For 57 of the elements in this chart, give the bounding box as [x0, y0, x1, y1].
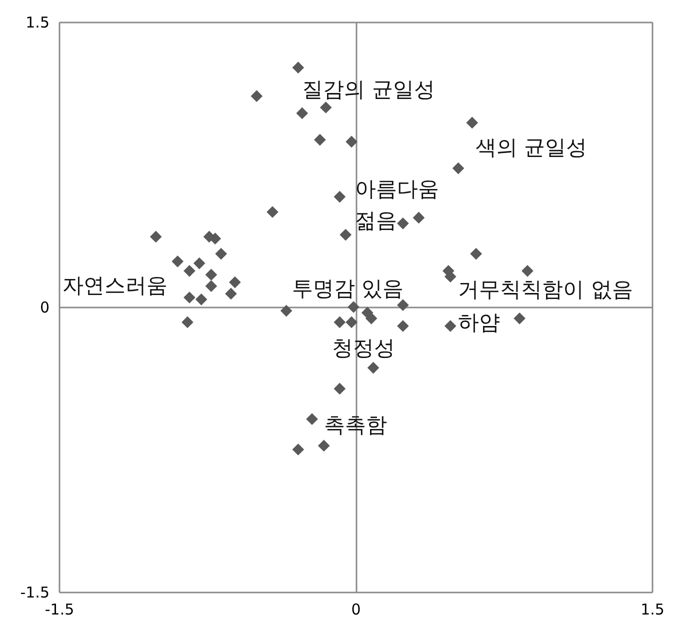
point — [348, 301, 360, 313]
point — [397, 217, 409, 230]
point — [346, 316, 358, 328]
point — [452, 162, 464, 174]
point — [195, 293, 208, 306]
point — [266, 206, 278, 218]
point — [397, 320, 409, 332]
point — [292, 444, 304, 456]
point — [466, 116, 478, 129]
point — [205, 280, 218, 292]
point — [320, 102, 332, 114]
point — [470, 248, 482, 260]
point — [522, 264, 534, 277]
point — [444, 320, 456, 332]
point — [280, 304, 292, 317]
annotation: 색의 균일성 — [475, 136, 587, 160]
annotation: 젊음 — [354, 208, 397, 232]
point — [182, 316, 194, 328]
point — [334, 316, 346, 328]
point — [365, 312, 378, 324]
y-tick-label: 0 — [40, 298, 50, 316]
y-tick-label: 1.5 — [26, 14, 50, 32]
x-tick-label: -1.5 — [44, 600, 74, 618]
point — [172, 255, 184, 268]
point — [150, 230, 162, 243]
x-tick-label: 0 — [351, 600, 361, 618]
annotation: 투명감 있음 — [292, 276, 404, 300]
annotation: 아름다움 — [354, 177, 439, 202]
annotation: 촉촉함 — [324, 413, 388, 438]
point — [318, 440, 330, 452]
point — [292, 62, 304, 74]
point — [340, 228, 352, 241]
annotation: 질감의 균일성 — [302, 77, 435, 102]
point — [193, 257, 206, 270]
point — [250, 90, 263, 102]
point — [306, 413, 318, 426]
point — [215, 248, 228, 260]
point — [296, 107, 308, 120]
point — [412, 212, 425, 224]
point — [184, 292, 196, 304]
point — [334, 382, 346, 395]
x-tick-label: 1.5 — [640, 600, 664, 618]
point — [334, 190, 346, 203]
annotation: 하얌 — [458, 310, 500, 335]
point — [367, 362, 380, 374]
y-tick-label: -1.5 — [20, 584, 50, 602]
point — [184, 264, 196, 277]
point — [314, 134, 326, 146]
point — [397, 299, 409, 312]
annotation: 거무칙칙함이 없음 — [458, 277, 633, 302]
annotation: 청정성 — [332, 336, 395, 360]
point — [229, 276, 241, 288]
point — [225, 288, 237, 300]
point — [346, 136, 358, 148]
point — [205, 268, 218, 281]
point — [514, 312, 526, 324]
annotation: 자연스러움 — [62, 273, 168, 298]
